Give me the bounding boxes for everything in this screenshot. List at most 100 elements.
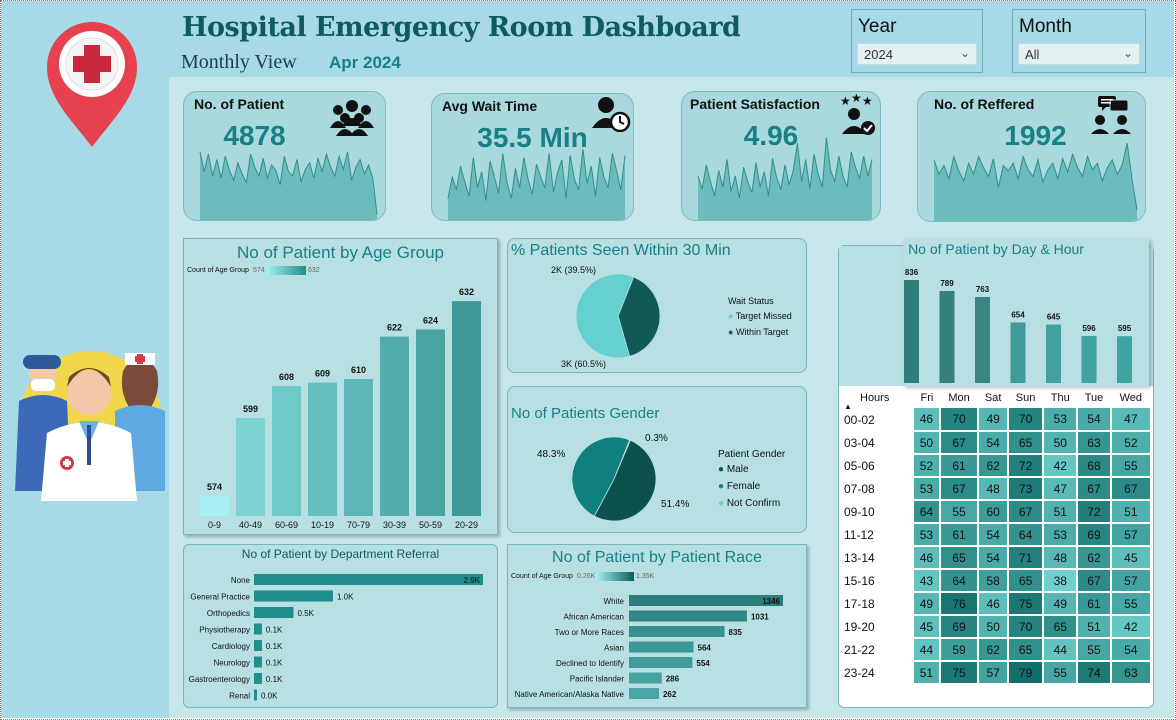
bar: [629, 657, 693, 668]
hour-day-heatmap: Hours ▲ Fri Mon Sat Sun Thu Tue Wed 00-02…: [842, 388, 1153, 685]
month-dropdown[interactable]: All ⌄: [1018, 43, 1140, 65]
pie-label-not-confirm: 0.3%: [645, 433, 668, 444]
tick-label: 0-9: [208, 520, 221, 530]
tick-label: Asian: [604, 644, 624, 653]
chart-title: No of Patient by Department Referral: [241, 547, 440, 561]
person-stars-icon: ★ ★ ★: [840, 94, 875, 135]
heatmap-cell: 65: [1007, 569, 1045, 593]
legend-item-label: Not Confirm: [726, 498, 781, 509]
medical-staff-illustration-icon: [15, 351, 165, 501]
tick-label: Gastroenterology: [189, 675, 250, 684]
heatmap-cell: 67: [1077, 569, 1112, 593]
heatmap-cell: 49: [1043, 592, 1079, 616]
legend-item: ● Not Confirm: [718, 498, 780, 509]
hour-label: 00-02: [844, 412, 875, 427]
sparkline-line: [447, 148, 626, 201]
heatmap-cell: 50: [1043, 431, 1079, 455]
bar: [629, 626, 725, 637]
table-row: 15-16 43 64 58 65 38 67 57: [842, 569, 1153, 593]
tick-label: Orthopedics: [207, 609, 250, 618]
data-label: 564: [698, 644, 712, 653]
heatmap-cell: 79: [1007, 661, 1045, 685]
heatmap-cell: 75: [1007, 592, 1045, 616]
heatmap-cell: 61: [1077, 592, 1112, 616]
sparkline-line: [933, 142, 1138, 210]
data-label: 1346: [762, 597, 780, 606]
hours-header[interactable]: Hours ▲: [842, 388, 914, 411]
tick-label: Native American/Alaska Native: [515, 690, 625, 699]
tick-label: 10-19: [311, 520, 334, 530]
heatmap-cell: 53: [1043, 523, 1079, 547]
data-label: 836: [905, 268, 919, 277]
tick-label: Cardiology: [212, 642, 250, 651]
legend-item: ● Within Target: [728, 327, 788, 337]
data-label: 0.1K: [266, 642, 283, 651]
legend-dot: ●: [728, 327, 734, 337]
svg-text:★: ★: [840, 94, 851, 108]
data-label: 610: [351, 365, 366, 375]
hour-label: 07-08: [844, 481, 875, 496]
bar: [1117, 336, 1132, 383]
heatmap-cell: 54: [1110, 638, 1153, 662]
bar: [254, 590, 333, 602]
tick-label: General Practice: [190, 593, 250, 602]
heatmap-cell: 46: [914, 546, 941, 570]
age-group-bar-chart: 574 0-9 599 40-49 608 60-69 609 10-19 610 70-79 62…: [200, 287, 481, 530]
month-slicer: Month All ⌄: [1012, 9, 1146, 73]
bar: [254, 640, 262, 651]
heatmap-cell: 65: [939, 546, 980, 570]
bar: [1046, 324, 1061, 383]
pie-label-female: 48.3%: [537, 449, 566, 460]
pie-slice: [593, 439, 657, 522]
heatmap-cell: 49: [914, 592, 941, 616]
hospital-pin-logo-icon: [47, 22, 137, 147]
seen-within-30-panel: % Patients Seen Within 30 Min 2K (39.5%)…: [507, 238, 807, 373]
heatmap-cell: 63: [1077, 431, 1112, 455]
bar: [975, 297, 990, 383]
heatmap-cell: 67: [939, 477, 980, 501]
kpi-value: 1992: [1004, 120, 1067, 151]
svg-text:★: ★: [862, 94, 873, 108]
legend-item-label: Female: [726, 481, 761, 492]
data-label: 574: [207, 482, 222, 492]
heatmap-cell: 57: [978, 661, 1009, 685]
heatmap-cell: 53: [1043, 408, 1079, 432]
bar: [308, 382, 337, 516]
legend-title: Wait Status: [728, 296, 774, 306]
kpi-card-wait-time: Avg Wait Time 35.5 Min: [431, 93, 634, 221]
year-dropdown[interactable]: 2024 ⌄: [857, 43, 977, 65]
legend-dot: ●: [728, 311, 734, 321]
heatmap-cell: 64: [914, 500, 941, 524]
legend-item-label: Within Target: [735, 327, 789, 337]
page-title: Hospital Emergency Room Dashboard: [182, 12, 741, 43]
data-label: 1.0K: [337, 593, 354, 602]
group-icon: [330, 100, 374, 136]
heatmap-cell: 65: [1007, 431, 1045, 455]
kpi-label: Patient Satisfaction: [690, 96, 820, 112]
sparkline-area: [934, 143, 1137, 221]
sparkline-area: [698, 137, 872, 220]
table-row: 05-06 52 61 62 72 42 68 55: [842, 454, 1153, 478]
heatmap-cell: 51: [914, 661, 941, 685]
data-label: 0.1K: [266, 626, 283, 635]
legend-item-label: Male: [726, 464, 749, 475]
hour-label: 03-04: [844, 435, 875, 450]
bar: [629, 688, 659, 699]
kpi-sparkline: [447, 148, 626, 220]
heatmap-cell: 55: [1110, 592, 1153, 616]
table-row: 23-24 51 75 57 79 55 74 63: [842, 661, 1153, 685]
heatmap-cell: 54: [978, 546, 1009, 570]
data-label: 632: [459, 287, 474, 297]
table-row: 19-20 45 69 50 70 65 51 42: [842, 615, 1153, 639]
bar: [200, 496, 229, 516]
heatmap-cell: 53: [914, 477, 941, 501]
tick-label: White: [604, 597, 625, 606]
data-label: 654: [1011, 310, 1025, 319]
year-dropdown-value: 2024: [864, 47, 893, 62]
legend-gradient: [596, 572, 634, 581]
legend-dot: ●: [718, 481, 725, 492]
sparkline-line: [697, 137, 873, 199]
heatmap-cell: 76: [939, 592, 980, 616]
chart-title: No of Patient by Age Group: [237, 243, 444, 262]
kpi-label: No. of Reffered: [934, 96, 1035, 112]
